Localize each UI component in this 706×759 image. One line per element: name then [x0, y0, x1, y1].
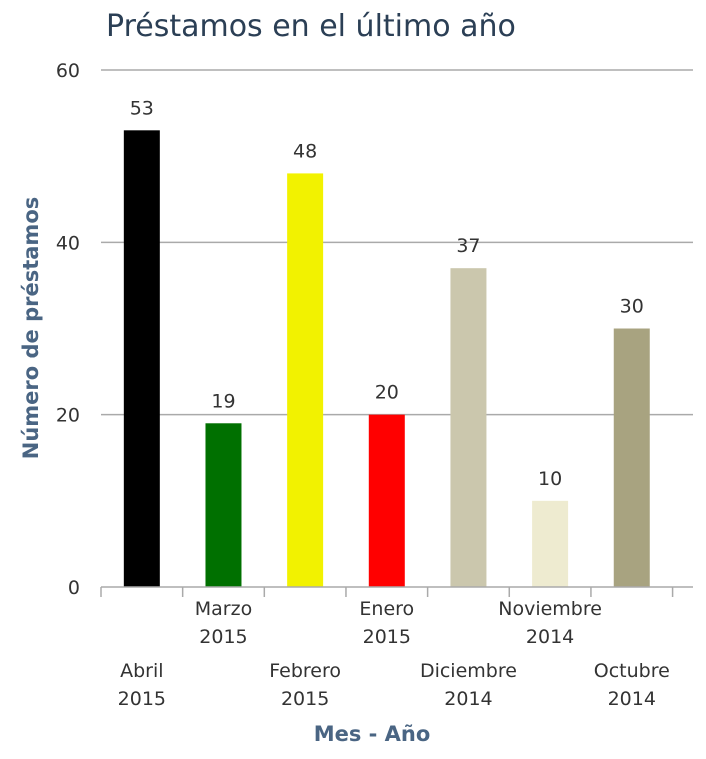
- category-year: 2014: [444, 688, 492, 710]
- category-label: Octubre 2014: [594, 660, 670, 710]
- grid-lines: [101, 69, 693, 416]
- y-tick-label: 60: [56, 60, 80, 82]
- data-label: 53: [130, 97, 154, 119]
- data-labels: 53 19 48 20 37 10 30: [130, 97, 644, 490]
- category-month: Diciembre: [420, 660, 517, 682]
- data-label: 19: [211, 390, 235, 412]
- category-label: Enero 2015: [359, 598, 414, 648]
- category-year: 2014: [526, 626, 574, 648]
- category-label: Abril 2015: [118, 660, 166, 710]
- category-month: Octubre: [594, 660, 670, 682]
- x-axis-title: Mes - Año: [314, 722, 431, 746]
- chart-title: Préstamos en el último año: [106, 9, 516, 44]
- category-month: Febrero: [269, 660, 341, 682]
- category-month: Noviembre: [498, 598, 602, 620]
- bar: [123, 130, 160, 588]
- category-label: Marzo 2015: [195, 598, 252, 648]
- data-label: 30: [620, 296, 644, 318]
- y-tick-label: 40: [56, 232, 80, 254]
- bars: [123, 130, 650, 588]
- y-axis-ticks: 0 20 40 60: [56, 60, 80, 599]
- category-labels: Abril 2015 Marzo 2015 Febrero 2015 Enero 2015 Di…: [118, 598, 670, 710]
- bar: [532, 500, 569, 587]
- category-month: Abril: [120, 660, 163, 682]
- bar: [287, 173, 324, 587]
- category-label: Noviembre 2014: [498, 598, 602, 648]
- data-label: 20: [375, 382, 399, 404]
- category-year: 2015: [118, 688, 166, 710]
- category-month: Marzo: [195, 598, 252, 620]
- data-label: 48: [293, 140, 317, 162]
- category-year: 2014: [608, 688, 656, 710]
- x-axis: [100, 586, 693, 597]
- category-year: 2015: [199, 626, 247, 648]
- category-label: Diciembre 2014: [420, 660, 517, 710]
- y-tick-label: 20: [56, 405, 80, 427]
- bar: [450, 268, 487, 587]
- bar: [613, 328, 650, 587]
- bar: [205, 423, 242, 587]
- y-axis-title: Número de préstamos: [19, 197, 43, 459]
- category-label: Febrero 2015: [269, 660, 341, 710]
- category-year: 2015: [281, 688, 329, 710]
- category-month: Enero: [359, 598, 414, 620]
- y-tick-label: 0: [68, 577, 80, 599]
- data-label: 10: [538, 468, 562, 490]
- data-label: 37: [456, 235, 480, 257]
- category-year: 2015: [363, 626, 411, 648]
- bar: [368, 414, 405, 587]
